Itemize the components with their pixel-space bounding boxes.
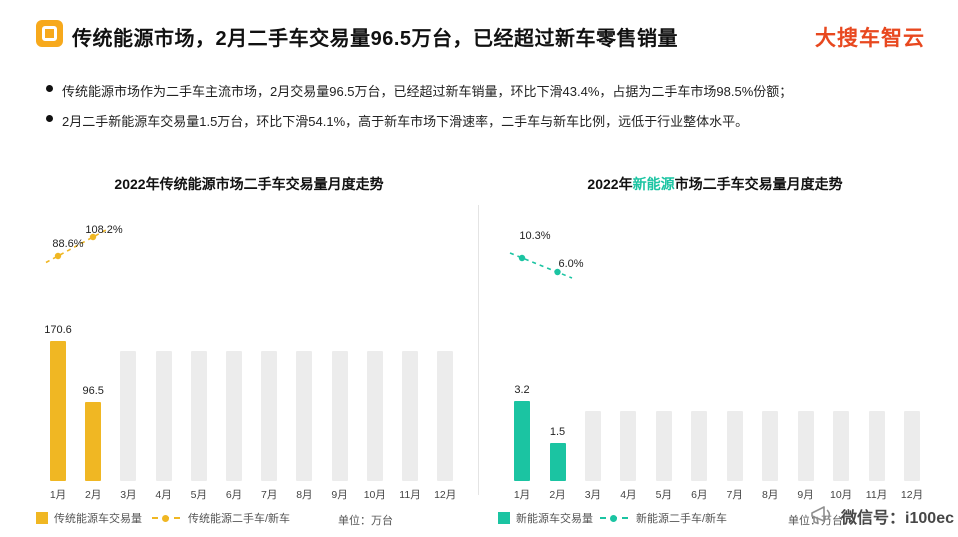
bar-placeholder xyxy=(437,351,454,481)
legend-label: 传统能源车交易量 xyxy=(54,513,142,525)
ratio-label-feb: 6.0% xyxy=(558,258,584,270)
bullet-icon xyxy=(46,115,53,122)
bar xyxy=(50,341,66,481)
category-label: 9月 xyxy=(331,489,348,501)
bar-placeholder xyxy=(655,411,672,481)
ratio-label-feb: 108.2% xyxy=(85,224,123,236)
legend-item-bar: 传统能源车交易量 xyxy=(36,510,142,526)
watermark: 微信号：i100ec xyxy=(809,504,954,528)
chart-title: 2022年新能源市场二手车交易量月度走势 xyxy=(500,174,930,194)
category-label: 11月 xyxy=(399,489,421,501)
watermark-text: 微信号：i100ec xyxy=(841,510,954,527)
chart-traditional-energy: 2022年传统能源市场二手车交易量月度走势 88.6% 108.2% 170.6… xyxy=(38,170,460,505)
legend-label: 新能源车交易量 xyxy=(516,513,593,525)
chart-divider xyxy=(478,205,479,495)
bullet-text: 传统能源市场作为二手车主流市场，2月交易量96.5万台，已经超过新车销量，环比下… xyxy=(62,84,793,99)
page-title: 传统能源市场，2月二手车交易量96.5万台，已经超过新车零售销量 xyxy=(72,28,679,50)
chart-title-text: 2022年 xyxy=(587,176,633,192)
bar-placeholder xyxy=(261,351,278,481)
unit-label: 单位：万台 xyxy=(338,515,393,527)
line-swatch xyxy=(600,514,628,522)
legend-label: 新能源二手车/新车 xyxy=(636,513,728,525)
category-label: 3月 xyxy=(120,489,137,501)
bar-value-label: 170.6 xyxy=(44,324,72,336)
category-label: 4月 xyxy=(155,489,172,501)
bar-placeholder xyxy=(620,411,637,481)
category-label: 12月 xyxy=(900,489,924,501)
category-label: 6月 xyxy=(225,489,243,501)
bar-value-label: 96.5 xyxy=(82,385,104,397)
chart-title-text: 市场二手车交易量月度走势 xyxy=(674,176,843,192)
bullet-icon xyxy=(46,85,53,92)
bar-placeholder xyxy=(904,411,920,481)
legend-item-line: 新能源二手车/新车 xyxy=(600,510,727,526)
category-label: 1月 xyxy=(49,489,67,501)
bullet-point: 传统能源市场作为二手车主流市场，2月交易量96.5万台，已经超过新车销量，环比下… xyxy=(46,81,792,100)
category-label: 2月 xyxy=(549,489,566,501)
category-label: 11月 xyxy=(865,489,888,501)
category-label: 10月 xyxy=(363,489,386,501)
bar xyxy=(85,402,102,481)
megaphone-icon xyxy=(811,506,831,525)
legend-item-line: 传统能源二手车/新车 xyxy=(152,510,290,526)
bar xyxy=(549,443,566,481)
brand-logo-icon xyxy=(36,20,63,47)
chart-title-text: 2022年传统能源市场二手车交易量月度走势 xyxy=(114,176,384,192)
bar-placeholder xyxy=(226,351,242,481)
category-label: 1月 xyxy=(513,489,531,501)
ratio-label-jan: 10.3% xyxy=(519,230,551,242)
bar xyxy=(514,401,530,481)
bullet-point: 2月二手新能源车交易量1.5万台，环比下滑54.1%，高于新车市场下滑速率，二手… xyxy=(46,111,748,130)
dasouche-zhiyun-logo: 大搜车智云 xyxy=(815,27,925,50)
category-label: 5月 xyxy=(655,489,672,501)
bar-placeholder xyxy=(797,411,814,481)
category-label: 4月 xyxy=(620,489,637,501)
line-swatch xyxy=(152,514,180,522)
legend-item-bar: 新能源车交易量 xyxy=(498,510,593,526)
category-label: 5月 xyxy=(190,489,207,501)
bar-placeholder xyxy=(833,411,850,481)
plot-area: 170.6 1月 96.5 2月 3月 4月 5月 6月 7月 8月 9月 10月 11月 12月 xyxy=(38,170,460,505)
bar-value-label: 3.2 xyxy=(514,384,530,396)
bar-placeholder xyxy=(402,351,418,481)
bar-placeholder xyxy=(120,351,137,481)
chart-new-energy: 2022年新能源市场二手车交易量月度走势 10.3% 6.0% 3.2 1月 1.5… xyxy=(500,170,930,505)
bar-placeholder xyxy=(155,351,172,481)
bullet-text: 2月二手新能源车交易量1.5万台，环比下滑54.1%，高于新车市场下滑速率，二手… xyxy=(62,114,749,129)
bar-placeholder xyxy=(584,411,601,481)
category-label: 8月 xyxy=(762,489,779,501)
bar-swatch xyxy=(36,512,48,524)
category-label: 7月 xyxy=(726,489,743,501)
bar-value-label: 1.5 xyxy=(549,426,566,438)
legend-label: 传统能源二手车/新车 xyxy=(188,513,291,525)
legend-new-energy: 新能源车交易量 新能源二手车/新车 单位：万台 xyxy=(498,510,932,528)
category-label: 9月 xyxy=(797,489,814,501)
bar-placeholder xyxy=(762,411,779,481)
bar-placeholder xyxy=(868,411,885,481)
category-label: 12月 xyxy=(434,489,457,501)
bar-placeholder xyxy=(366,351,383,481)
bar-placeholder xyxy=(190,351,207,481)
category-label: 6月 xyxy=(691,489,708,501)
plot-area: 3.2 1月 1.5 2月 3月 4月 5月 6月 7月 8月 9月 10月 11月 12月 xyxy=(500,170,930,505)
category-label: 10月 xyxy=(830,489,853,501)
chart-title-highlight: 新能源 xyxy=(632,176,675,192)
ratio-label-jan: 88.6% xyxy=(52,238,84,250)
bar-placeholder xyxy=(296,351,313,481)
legend-traditional: 传统能源车交易量 传统能源二手车/新车 单位：万台 xyxy=(36,510,460,528)
category-label: 3月 xyxy=(584,489,602,501)
bar-placeholder xyxy=(726,411,743,481)
bar-placeholder xyxy=(691,411,708,481)
category-label: 8月 xyxy=(296,489,313,501)
bar-swatch xyxy=(498,512,510,524)
category-label: 7月 xyxy=(261,489,278,501)
category-label: 2月 xyxy=(85,489,102,501)
chart-title: 2022年传统能源市场二手车交易量月度走势 xyxy=(38,174,460,194)
bar-placeholder xyxy=(331,351,348,481)
